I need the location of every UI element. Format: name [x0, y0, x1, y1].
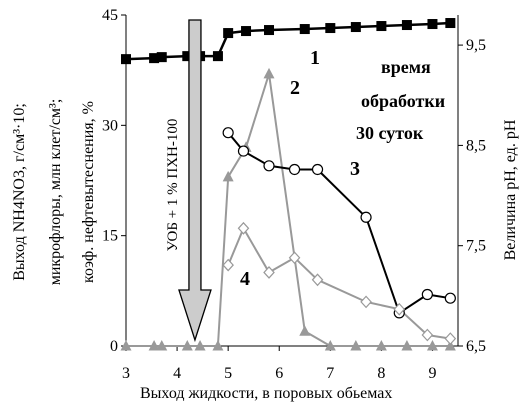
series-4-point: [421, 328, 434, 342]
series-2-point: [324, 340, 336, 351]
y-tick-right-label: 6,5: [466, 338, 486, 355]
series-3-point: [237, 145, 250, 157]
series-3-point: [288, 163, 301, 176]
time-annotation-line-1: время: [381, 57, 431, 77]
series-1-point: [427, 19, 438, 30]
series-1-point: [325, 23, 336, 34]
y-tick-right-label: 9,5: [466, 37, 486, 54]
time-annotation-line-2: обработки: [361, 91, 445, 111]
injection-label: УОБ + 1 % ПХН-100: [165, 119, 181, 252]
series-2-point: [181, 340, 193, 351]
y-axis-left-label-line-1: Выход NH4NO3, г/см³·10;: [11, 103, 28, 281]
series-4-point: [311, 273, 324, 287]
series-2-point: [212, 340, 224, 351]
series-4-point: [288, 251, 301, 265]
series-label-1: 1: [310, 47, 320, 69]
series-1-point: [121, 54, 131, 65]
series-2-point: [156, 340, 168, 351]
series-3-point: [222, 127, 234, 139]
series-1-point: [149, 53, 160, 64]
series-1-point: [182, 51, 193, 62]
series-2-point: [194, 340, 206, 351]
x-tick-label: 5: [224, 365, 232, 382]
x-tick-label: 8: [377, 365, 385, 382]
series-2-point: [444, 340, 456, 351]
series-2-point: [148, 340, 160, 351]
series-3-point: [263, 160, 275, 172]
series-1-point: [212, 51, 223, 62]
series-4-point: [263, 266, 275, 279]
injection-arrow-shape: [178, 19, 212, 343]
series-label-2: 2: [290, 77, 300, 99]
series-1-point: [376, 21, 387, 32]
series-3-point: [360, 211, 372, 223]
series-4-point: [360, 295, 372, 309]
series-3-point: [311, 163, 324, 176]
y-tick-left-label: 0: [110, 338, 118, 355]
series-3-line: [227, 132, 451, 314]
y-tick-left-label: 45: [102, 7, 118, 24]
series-4-line: [227, 227, 451, 340]
series-2-point: [426, 340, 438, 351]
x-tick-label: 4: [173, 365, 181, 382]
series-1-line: [125, 21, 451, 61]
series-4-point: [393, 302, 406, 316]
injection-arrow: [178, 19, 212, 343]
y-tick-left-label: 30: [102, 117, 118, 134]
series-1-point: [401, 20, 412, 31]
x-tick-label: 9: [428, 365, 436, 382]
series-4-point: [237, 221, 250, 235]
series-label-4: 4: [240, 268, 250, 290]
series-2-point: [263, 67, 275, 79]
time-annotation-line-3: 30 суток: [356, 123, 424, 143]
y-axis-left-label-line-3: коэф. нефтевытеснения, %: [80, 101, 97, 283]
y-axis-left-label-line-2: микрофлоры, млн клет/см³;: [47, 99, 64, 286]
series-1-point: [223, 28, 234, 39]
y-tick-right-label: 7,5: [466, 238, 486, 255]
series-2-point: [299, 325, 311, 336]
series-4-point: [444, 332, 457, 346]
series-2-point: [120, 340, 132, 351]
series-3-point: [421, 288, 433, 301]
series-4-point: [222, 258, 234, 272]
series-1-point: [299, 24, 310, 35]
series-label-3: 3: [350, 158, 360, 180]
series-2-point: [401, 340, 413, 351]
series-1-point: [445, 18, 456, 29]
series-2-point: [350, 340, 362, 351]
y-axis-right-label: Величина pH, ед. pH: [502, 119, 519, 260]
series-2-point: [222, 170, 234, 182]
y-tick-left-label: 15: [102, 228, 118, 245]
x-tick-label: 3: [122, 365, 130, 382]
x-tick-label: 6: [275, 365, 283, 382]
series-1-point: [241, 26, 252, 37]
series-1-point: [350, 22, 361, 33]
series-3-point: [444, 292, 456, 304]
x-axis-label: Выход жидкости, в поровых обьемах: [140, 385, 392, 402]
y-tick-right-label: 8,5: [466, 137, 486, 154]
series-1-point: [264, 25, 275, 36]
series-1-point: [156, 52, 167, 63]
x-tick-label: 7: [326, 365, 334, 382]
series-2-line: [126, 72, 451, 347]
series-2-point: [375, 340, 387, 351]
